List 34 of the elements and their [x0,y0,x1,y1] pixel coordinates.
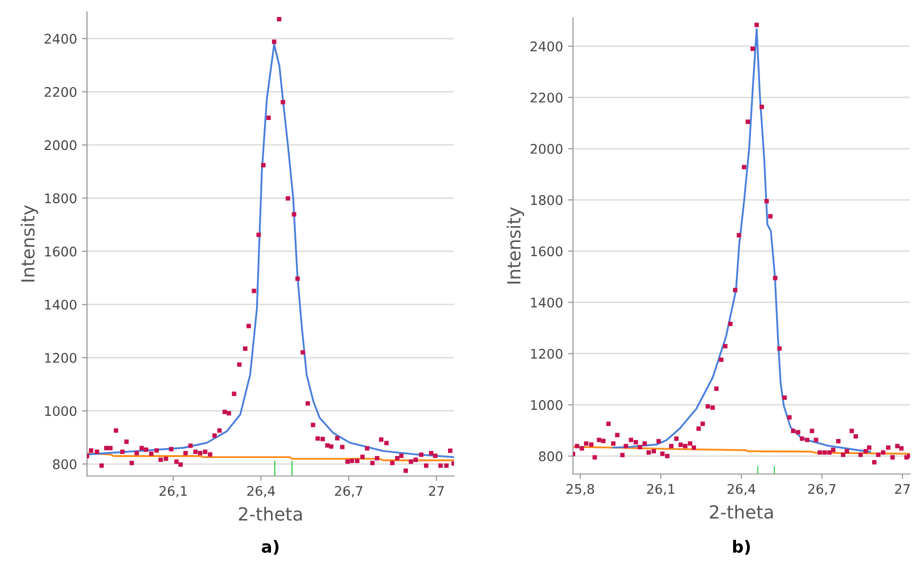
x-tick-label: 26,1 [160,486,187,498]
y-tick-label: 1400 [45,300,76,310]
y-tick-label: 800 [538,451,562,462]
y-axis-title: Intensity [506,207,524,284]
y-tick-label: 1200 [45,352,76,363]
line-series [612,28,871,453]
x-tick-label: 26,7 [335,486,362,498]
y-tick-label: 1000 [531,400,562,410]
x-tick-label: 27 [429,486,444,496]
x-tick-label: 26,4 [247,486,275,498]
x-axis-title: 2-theta [238,506,302,521]
y-tick-label: 2000 [44,140,76,150]
y-axis-title: Intensity [20,205,38,282]
y-tick-label: 2200 [530,92,562,103]
text: b) [733,540,750,555]
y-tick-label: 2400 [44,34,76,44]
y-tick-label: 1000 [45,406,76,416]
y-tick-label: 2200 [44,86,76,97]
y-tick-label: 1800 [45,193,76,204]
y-tick-label: 800 [52,459,76,470]
text: a) [262,540,278,555]
x-tick-label: 26,4 [728,484,756,496]
x-tick-label: 25,8 [566,484,594,496]
x-tick-label: 26,1 [647,484,674,496]
x-tick-label: 26,7 [808,484,836,496]
y-tick-label: 1800 [531,195,562,206]
y-tick-label: 2400 [530,41,562,52]
x-axis-title: 2-theta [710,504,773,519]
y-tick-label: 1200 [531,348,562,359]
x-tick-label: 27 [895,484,910,494]
y-tick-label: 2000 [530,144,562,154]
y-tick-label: 1400 [531,298,562,308]
y-tick-label: 1600 [45,246,76,257]
y-tick-label: 1600 [531,246,562,256]
